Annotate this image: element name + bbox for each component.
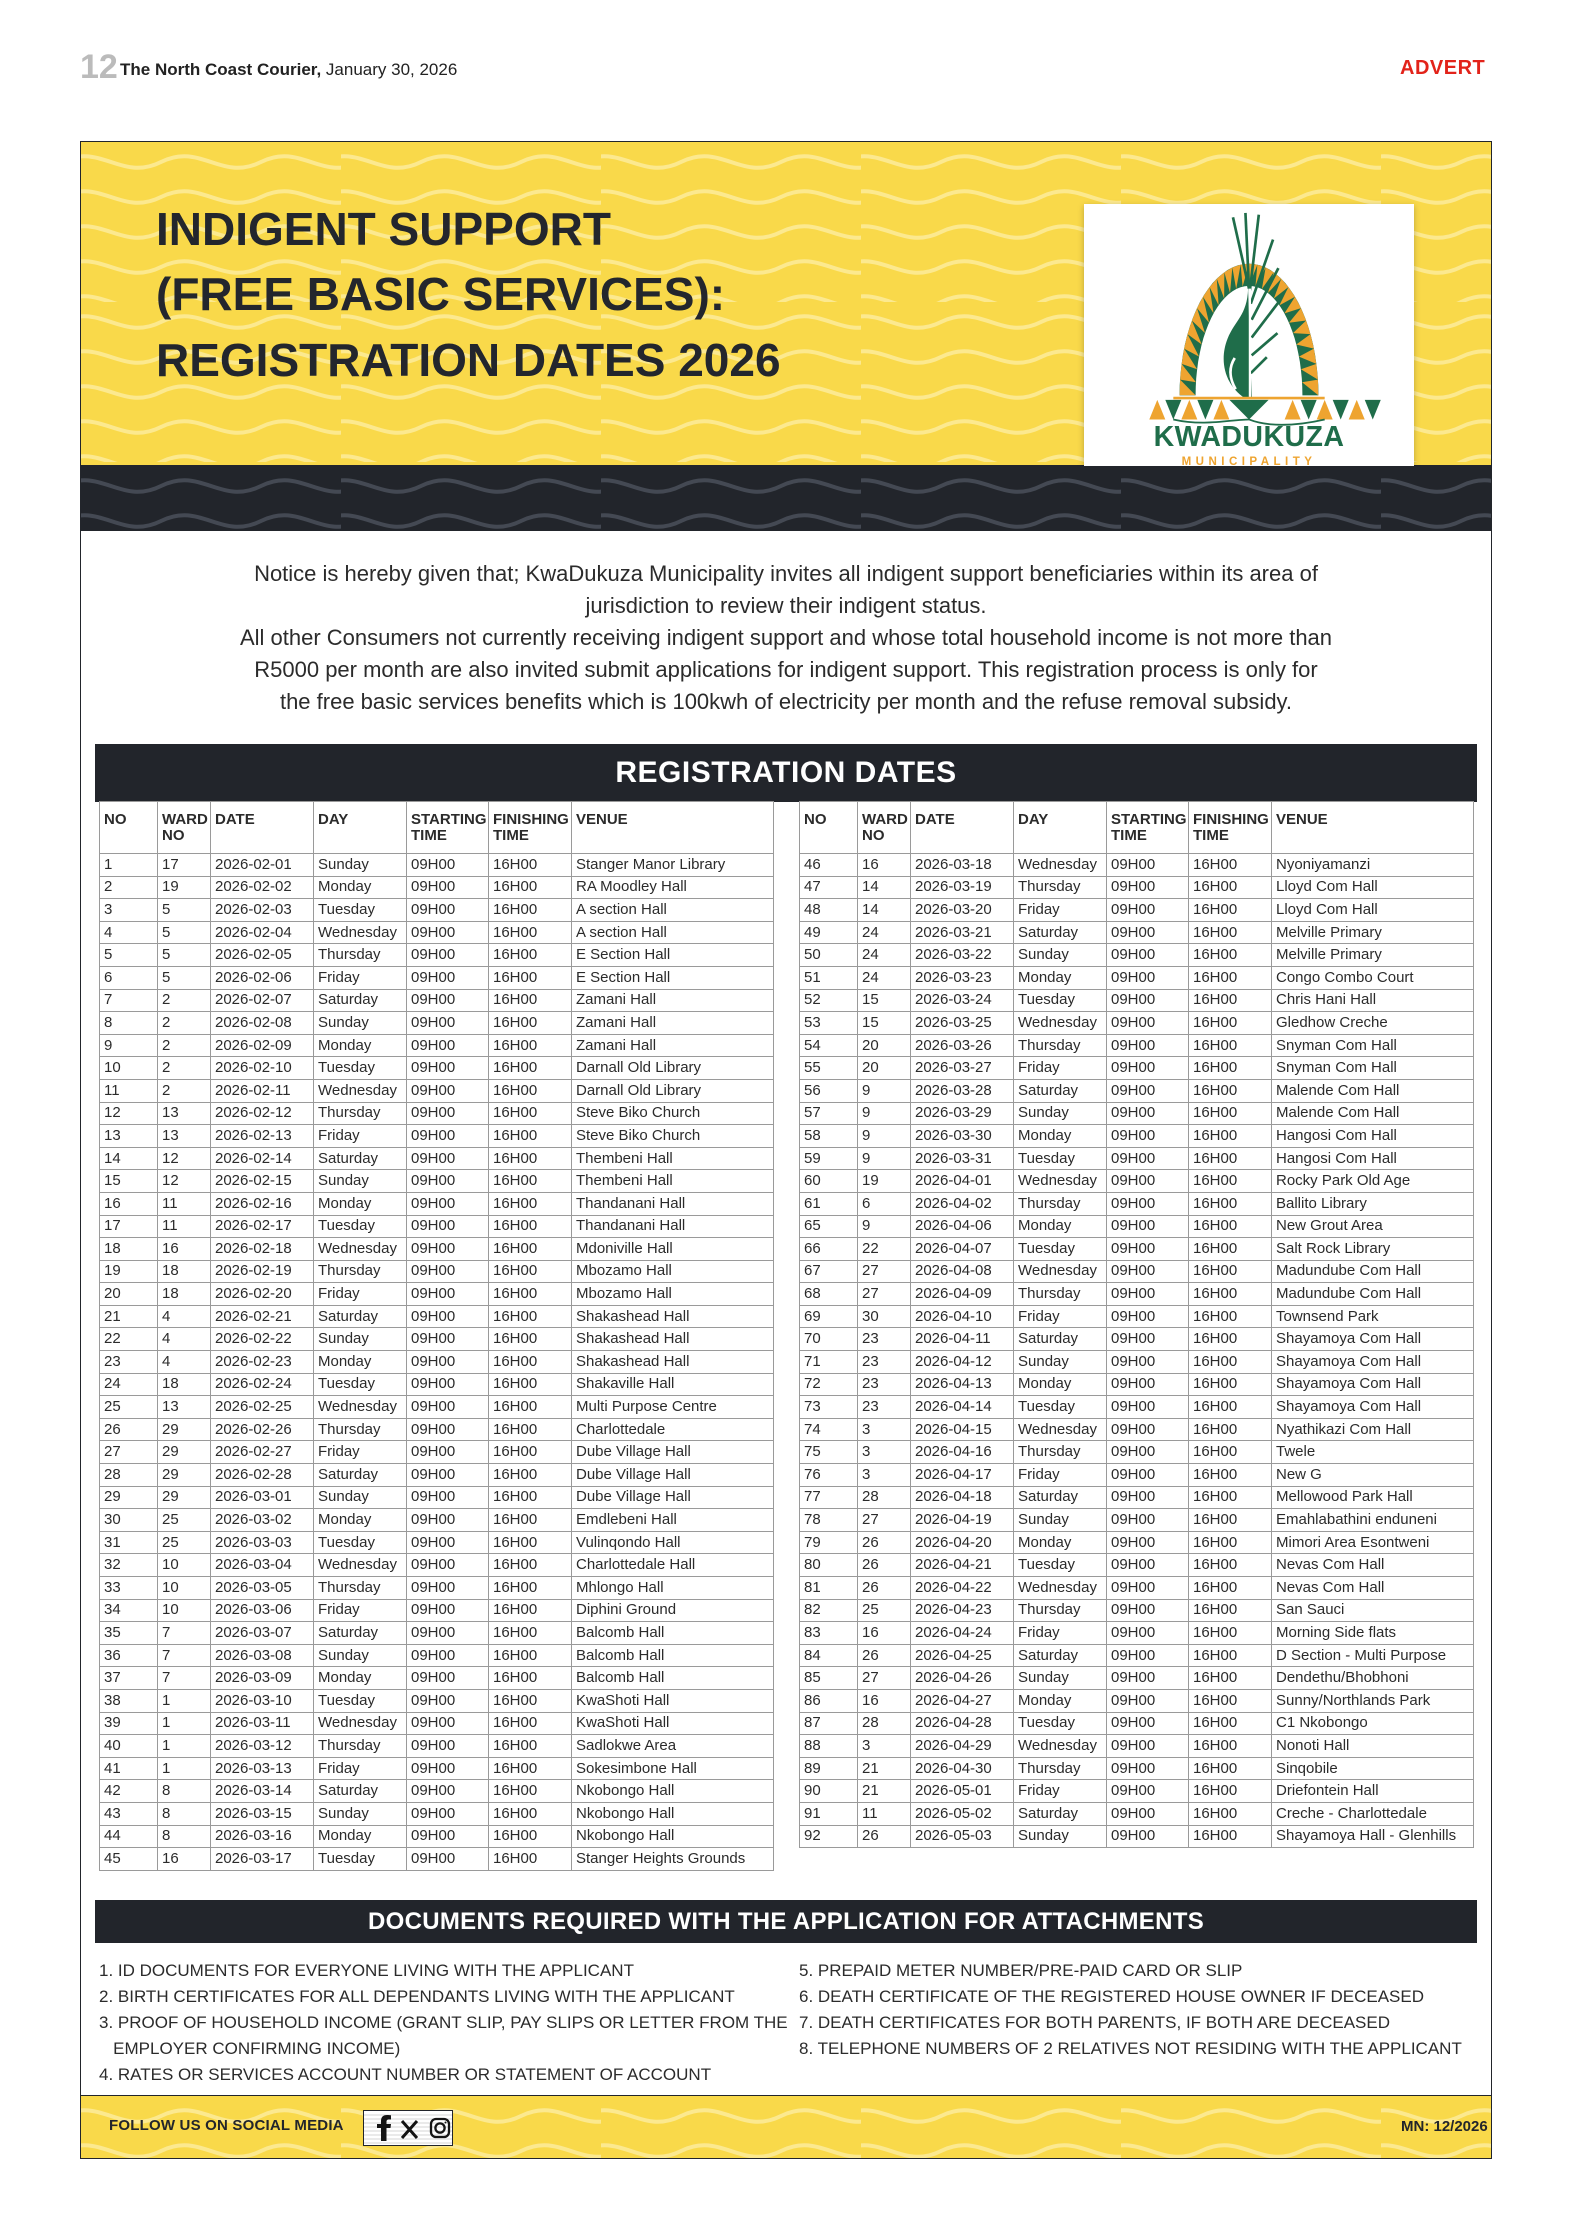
svg-text:KWADUKUZA: KWADUKUZA [1154, 421, 1345, 453]
